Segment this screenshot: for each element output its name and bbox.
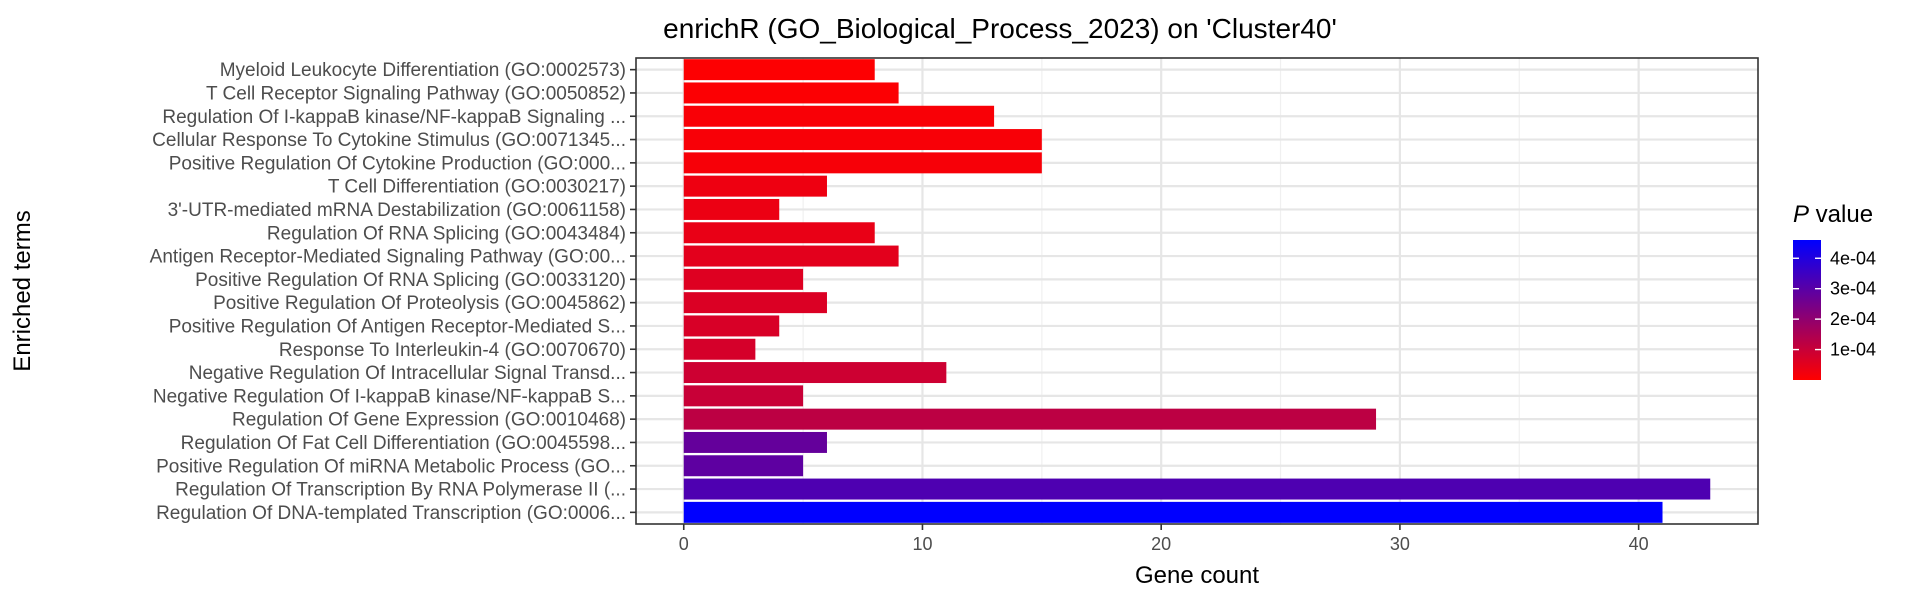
y-tick-label: Positive Regulation Of Antigen Receptor-… bbox=[169, 316, 626, 337]
legend-colorbar bbox=[1793, 240, 1821, 380]
legend-title: P value bbox=[1793, 201, 1873, 228]
y-tick-label: Negative Regulation Of Intracellular Sig… bbox=[189, 363, 626, 384]
y-tick-label: Regulation Of Gene Expression (GO:001046… bbox=[232, 410, 626, 431]
bar bbox=[683, 455, 804, 477]
y-tick-label: T Cell Receptor Signaling Pathway (GO:00… bbox=[206, 83, 626, 104]
legend: P value 1e-04 2e-04 3e-04 4e-04 bbox=[1793, 201, 1876, 380]
bar bbox=[683, 338, 756, 360]
bar bbox=[683, 431, 827, 453]
y-tick-label: Positive Regulation Of Cytokine Producti… bbox=[169, 153, 626, 174]
y-tick-label: Positive Regulation Of Proteolysis (GO:0… bbox=[213, 293, 626, 314]
y-tick-label: Positive Regulation Of RNA Splicing (GO:… bbox=[195, 270, 626, 291]
legend-tick-label: 2e-04 bbox=[1830, 309, 1876, 329]
bar bbox=[683, 198, 780, 220]
y-tick-label: Regulation Of DNA-templated Transcriptio… bbox=[156, 503, 626, 524]
bar bbox=[683, 478, 1711, 500]
legend-ticks: 1e-04 2e-04 3e-04 4e-04 bbox=[1793, 248, 1876, 360]
x-axis-label: Gene count bbox=[1135, 562, 1259, 589]
bar bbox=[683, 129, 1042, 151]
y-tick-label: Antigen Receptor-Mediated Signaling Path… bbox=[150, 247, 626, 268]
y-tick-label: Negative Regulation Of I-kappaB kinase/N… bbox=[153, 386, 626, 407]
y-tick-label: Myeloid Leukocyte Differentiation (GO:00… bbox=[220, 60, 626, 81]
y-tick-label: Regulation Of RNA Splicing (GO:0043484) bbox=[267, 223, 626, 244]
bar bbox=[683, 245, 899, 267]
bar bbox=[683, 82, 899, 104]
bar bbox=[683, 292, 827, 314]
y-tick-label: Regulation Of Fat Cell Differentiation (… bbox=[181, 433, 626, 454]
bar bbox=[683, 175, 827, 197]
legend-title-rest: value bbox=[1809, 201, 1873, 228]
y-tick-label: Positive Regulation Of miRNA Metabolic P… bbox=[156, 456, 626, 477]
bar bbox=[683, 268, 804, 290]
legend-tick-label: 1e-04 bbox=[1830, 340, 1876, 360]
y-axis-label: Enriched terms bbox=[9, 210, 36, 371]
bar bbox=[683, 362, 947, 384]
bar bbox=[683, 501, 1663, 523]
bar bbox=[683, 385, 804, 407]
x-axis: 0 10 20 30 40 bbox=[679, 524, 1649, 554]
x-tick-label: 30 bbox=[1390, 534, 1410, 554]
x-tick-label: 20 bbox=[1151, 534, 1171, 554]
y-tick-label: T Cell Differentiation (GO:0030217) bbox=[328, 177, 626, 198]
bars bbox=[683, 59, 1711, 523]
bar bbox=[683, 105, 995, 127]
legend-tick-label: 4e-04 bbox=[1830, 248, 1876, 268]
y-tick-label: 3'-UTR-mediated mRNA Destabilization (GO… bbox=[168, 200, 626, 221]
bar bbox=[683, 315, 780, 337]
plot-panel bbox=[636, 58, 1758, 524]
bar bbox=[683, 152, 1042, 174]
bar bbox=[683, 59, 875, 81]
legend-title-italic: P bbox=[1793, 201, 1809, 228]
x-tick-label: 40 bbox=[1629, 534, 1649, 554]
plot-border bbox=[635, 57, 1759, 525]
y-tick-label: Cellular Response To Cytokine Stimulus (… bbox=[152, 130, 626, 151]
y-tick-label: Regulation Of Transcription By RNA Polym… bbox=[175, 480, 626, 501]
y-tick-label: Response To Interleukin-4 (GO:0070670) bbox=[279, 340, 626, 361]
x-tick-label: 10 bbox=[912, 534, 932, 554]
bar bbox=[683, 408, 1377, 430]
y-tick-label: Regulation Of I-kappaB kinase/NF-kappaB … bbox=[162, 107, 626, 128]
legend-tick-label: 3e-04 bbox=[1830, 279, 1876, 299]
chart-title: enrichR (GO_Biological_Process_2023) on … bbox=[663, 13, 1337, 44]
y-axis: Myeloid Leukocyte Differentiation (GO:00… bbox=[150, 60, 636, 524]
bar bbox=[683, 222, 875, 244]
x-tick-label: 0 bbox=[679, 534, 689, 554]
